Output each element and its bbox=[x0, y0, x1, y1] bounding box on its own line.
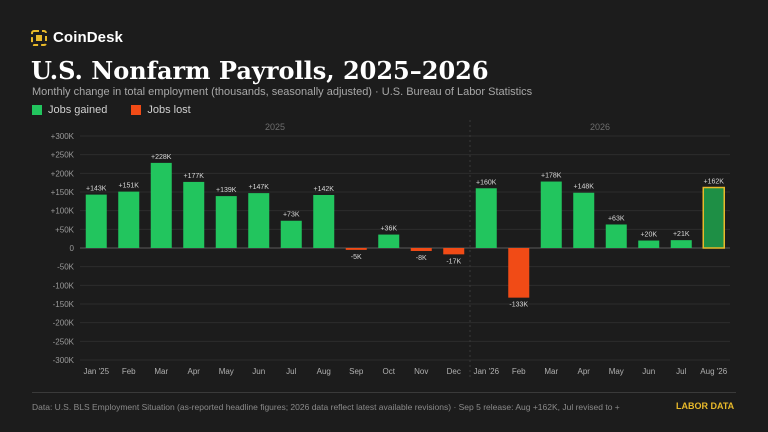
brand-name: CoinDesk bbox=[53, 29, 123, 46]
y-tick-label: +200K bbox=[51, 169, 75, 178]
y-tick-label: +100K bbox=[51, 207, 75, 216]
footer-divider bbox=[32, 392, 736, 393]
data-label: -8K bbox=[416, 255, 427, 262]
bar-7 bbox=[280, 220, 302, 248]
data-label: +73K bbox=[283, 212, 300, 219]
x-tick-label: May bbox=[609, 367, 624, 376]
legend-swatch-gained bbox=[32, 105, 42, 115]
bar-17 bbox=[605, 224, 627, 248]
x-tick-label: Feb bbox=[122, 367, 136, 376]
data-label: +177K bbox=[184, 173, 205, 180]
legend-item-gained: Jobs gained bbox=[32, 104, 107, 116]
legend-swatch-lost bbox=[131, 105, 142, 115]
coindesk-logo-icon bbox=[31, 29, 47, 46]
data-label: +36K bbox=[380, 226, 397, 233]
legend-item-lost: Jobs lost bbox=[131, 104, 191, 116]
bar-3 bbox=[150, 162, 172, 248]
x-tick-label: Jul bbox=[676, 367, 686, 376]
x-tick-label: Jun bbox=[252, 367, 265, 376]
bar-11 bbox=[410, 248, 432, 251]
y-tick-label: -200K bbox=[53, 319, 75, 328]
data-label: +147K bbox=[249, 184, 270, 191]
bar-2 bbox=[118, 191, 140, 248]
x-tick-label: Jul bbox=[286, 367, 296, 376]
x-tick-label: Jun bbox=[642, 367, 655, 376]
y-tick-label: -50K bbox=[57, 263, 75, 272]
y-tick-label: -250K bbox=[53, 337, 75, 346]
year-group-label: 2025 bbox=[265, 122, 285, 132]
y-tick-label: -150K bbox=[53, 300, 75, 309]
year-group-label: 2026 bbox=[590, 122, 610, 132]
data-label: +63K bbox=[608, 215, 625, 222]
data-label: +20K bbox=[640, 232, 657, 239]
x-tick-label: Jan '26 bbox=[473, 367, 499, 376]
data-label: +228K bbox=[151, 154, 172, 161]
legend-label-lost: Jobs lost bbox=[147, 104, 191, 116]
y-tick-label: +250K bbox=[51, 151, 75, 160]
bar-18 bbox=[638, 240, 660, 248]
chart-legend: Jobs gained Jobs lost bbox=[32, 104, 191, 116]
bar-10 bbox=[378, 234, 400, 248]
chart-title: U.S. Nonfarm Payrolls, 2025–2026 bbox=[31, 56, 489, 85]
bar-1 bbox=[85, 194, 107, 248]
bar-4 bbox=[183, 181, 205, 248]
bar-15 bbox=[540, 181, 562, 248]
x-tick-label: Mar bbox=[154, 367, 168, 376]
y-tick-label: -100K bbox=[53, 281, 75, 290]
chart-subtitle: Monthly change in total employment (thou… bbox=[32, 86, 533, 98]
x-tick-label: Nov bbox=[414, 367, 428, 376]
x-tick-label: Apr bbox=[188, 367, 201, 376]
brand-logo: CoinDesk bbox=[31, 29, 123, 46]
bar-14 bbox=[508, 248, 530, 298]
legend-label-gained: Jobs gained bbox=[48, 104, 108, 116]
data-label: -5K bbox=[351, 254, 362, 261]
x-tick-label: May bbox=[219, 367, 234, 376]
footer-tag: LABOR DATA bbox=[676, 401, 735, 411]
y-tick-label: +50K bbox=[55, 225, 75, 234]
data-label: +143K bbox=[86, 186, 107, 193]
bar-20 bbox=[702, 186, 725, 249]
bar-13 bbox=[475, 188, 497, 248]
data-label: +148K bbox=[574, 184, 595, 191]
bar-6 bbox=[248, 193, 270, 248]
data-label: -17K bbox=[446, 258, 461, 265]
y-tick-label: +150K bbox=[51, 188, 75, 197]
x-tick-label: Feb bbox=[512, 367, 526, 376]
bar-19 bbox=[670, 240, 692, 248]
y-tick-label: +300K bbox=[51, 132, 75, 141]
data-label: +139K bbox=[216, 187, 237, 194]
data-label: +142K bbox=[314, 186, 335, 193]
x-tick-label: Sep bbox=[349, 367, 364, 376]
y-tick-label: -300K bbox=[53, 356, 75, 365]
bar-9 bbox=[345, 248, 367, 250]
data-label: -133K bbox=[509, 302, 528, 309]
y-tick-label: 0 bbox=[70, 244, 75, 253]
x-tick-label: Aug bbox=[317, 367, 331, 376]
bar-5 bbox=[215, 196, 237, 248]
data-label: +162K bbox=[704, 179, 725, 186]
x-tick-label: Jan '25 bbox=[83, 367, 109, 376]
x-tick-label: Mar bbox=[544, 367, 558, 376]
footer-source: Data: U.S. BLS Employment Situation (as-… bbox=[32, 402, 620, 412]
data-label: +151K bbox=[119, 183, 140, 190]
data-label: +160K bbox=[476, 179, 497, 186]
x-tick-label: Oct bbox=[383, 367, 396, 376]
bar-12 bbox=[443, 248, 465, 255]
data-label: +21K bbox=[673, 231, 690, 238]
data-label: +178K bbox=[541, 173, 562, 180]
bar-16 bbox=[573, 192, 595, 248]
bar-8 bbox=[313, 194, 335, 248]
x-tick-label: Apr bbox=[578, 367, 591, 376]
x-tick-label: Aug '26 bbox=[700, 367, 727, 376]
x-tick-label: Dec bbox=[447, 367, 461, 376]
